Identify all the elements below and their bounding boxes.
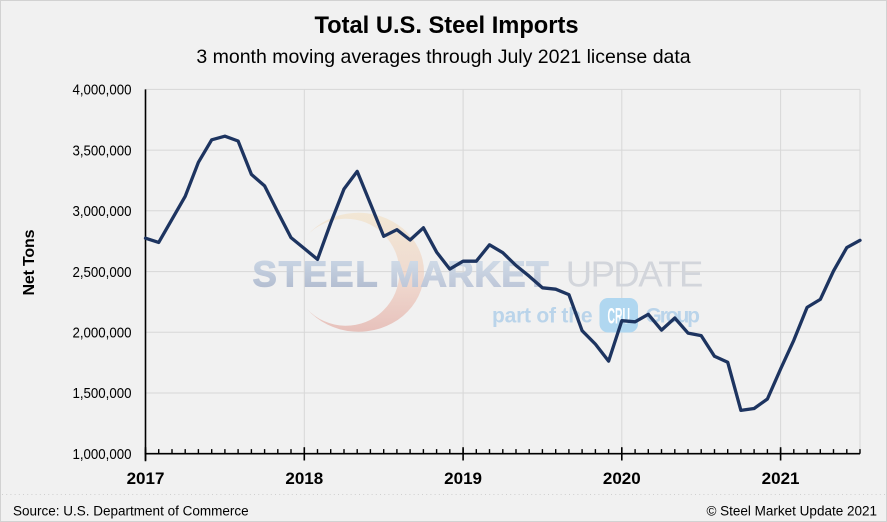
svg-text:3,000,000: 3,000,000: [73, 204, 132, 220]
svg-text:3,500,000: 3,500,000: [73, 143, 132, 159]
svg-text:1,000,000: 1,000,000: [73, 447, 132, 463]
svg-text:2020: 2020: [603, 469, 641, 488]
svg-text:1,500,000: 1,500,000: [73, 386, 132, 402]
svg-text:Net Tons: Net Tons: [21, 229, 38, 295]
svg-text:2019: 2019: [444, 469, 482, 488]
svg-text:2018: 2018: [285, 469, 323, 488]
svg-text:2,000,000: 2,000,000: [73, 326, 132, 342]
svg-text:4,000,000: 4,000,000: [73, 83, 132, 99]
svg-text:UPDATE: UPDATE: [566, 254, 704, 295]
svg-text:Source: U.S. Department of Com: Source: U.S. Department of Commerce: [13, 504, 249, 519]
svg-text:STEEL: STEEL: [253, 254, 378, 295]
svg-text:2,500,000: 2,500,000: [73, 265, 132, 281]
svg-text:2017: 2017: [127, 469, 165, 488]
svg-text:Total U.S. Steel Imports: Total U.S. Steel Imports: [314, 13, 578, 39]
svg-text:© Steel Market Update 2021: © Steel Market Update 2021: [706, 504, 877, 519]
svg-text:part of the: part of the: [492, 304, 593, 327]
svg-text:3 month moving averages throug: 3 month moving averages through July 202…: [196, 46, 690, 68]
svg-text:Group: Group: [646, 304, 701, 327]
svg-text:MARKET: MARKET: [390, 254, 549, 295]
svg-text:2021: 2021: [762, 469, 800, 488]
